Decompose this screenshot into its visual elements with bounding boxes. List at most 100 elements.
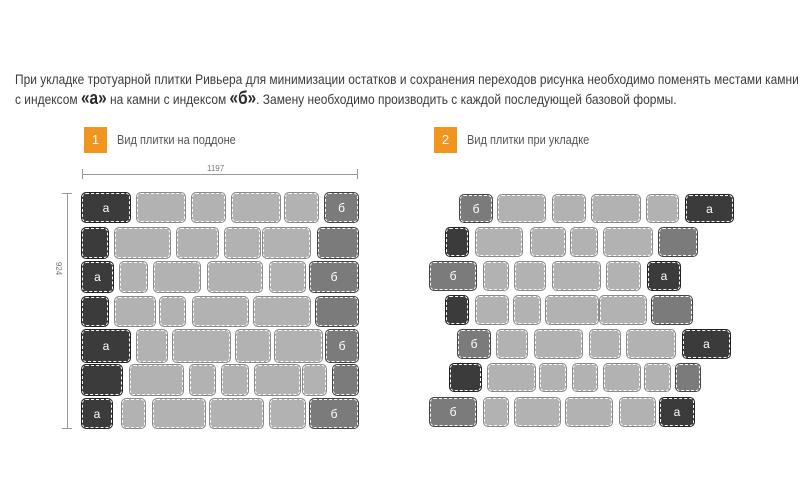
stone-light (487, 363, 536, 392)
stone-light (483, 261, 509, 291)
stone-a: а (682, 329, 731, 359)
stone-light (475, 295, 509, 325)
stone-b: б (457, 329, 491, 359)
stone-light (572, 363, 598, 392)
stone-light (514, 261, 546, 291)
stone-b: б (309, 398, 359, 429)
stone-light (284, 192, 319, 223)
stone-light (619, 397, 656, 427)
intro-text-part: с индексом (15, 91, 81, 107)
stone-light (114, 296, 156, 327)
intro-line-2: с индексом «а» на камни с индексом «б». … (15, 89, 785, 109)
stone-light (513, 295, 541, 325)
stone-dark (449, 363, 482, 392)
stone-light (539, 363, 567, 392)
stone-light (192, 296, 249, 327)
stone-light (626, 329, 676, 359)
stone-mid (675, 363, 701, 392)
dimension-tick (62, 193, 72, 194)
stone-light (153, 261, 201, 293)
intro-text-part: на камни с индексом (106, 91, 230, 107)
stone-light (207, 261, 263, 293)
stone-light (262, 227, 311, 259)
stone-light (274, 329, 323, 363)
stone-light (121, 398, 146, 429)
stone-mid (651, 295, 693, 325)
stone-light (552, 194, 586, 223)
stone-dark (445, 295, 469, 325)
stone-light (159, 296, 186, 327)
stone-light (603, 363, 641, 392)
width-dimension-line (82, 174, 358, 175)
stone-b: б (429, 397, 477, 427)
panel-caption-2: Вид плитки при укладке (467, 133, 590, 147)
stone-light (644, 363, 671, 392)
stone-mid (315, 296, 359, 327)
stone-light (603, 227, 653, 257)
stone-a: а (685, 194, 734, 223)
stone-dark (445, 227, 469, 257)
stone-light (599, 295, 647, 325)
stone-light (302, 364, 327, 396)
stone-light (152, 398, 206, 429)
stone-light (119, 261, 148, 293)
stone-light (254, 364, 301, 396)
intro-line-1: При укладке тротуарной плитки Ривьера дл… (15, 71, 799, 87)
stone-light (534, 329, 583, 359)
stone-light (191, 192, 226, 223)
dimension-tick (62, 428, 72, 429)
stone-mid (658, 227, 698, 257)
index-b: «б» (229, 88, 257, 108)
stone-a: а (81, 261, 114, 293)
stone-light (589, 329, 621, 359)
stone-light (269, 398, 306, 429)
stone-dark (81, 227, 109, 259)
stone-a: а (81, 398, 113, 429)
height-dimension-label: 924 (54, 261, 64, 276)
stone-b: б (429, 261, 477, 291)
stone-a: а (81, 329, 131, 363)
stone-light (224, 227, 261, 259)
stone-light (172, 329, 231, 363)
stone-b: б (459, 194, 493, 223)
stone-light (591, 194, 641, 223)
stone-light (129, 364, 184, 396)
width-dimension-label: 1197 (207, 164, 225, 173)
stone-light (189, 364, 216, 396)
stone-mid (317, 227, 359, 259)
panel-caption-1: Вид плитки на поддоне (117, 133, 236, 147)
stone-light (497, 194, 546, 223)
height-dimension-line (67, 193, 68, 428)
stone-light (530, 227, 566, 257)
stone-light (496, 329, 528, 359)
stone-dark (81, 296, 109, 327)
stone-dark (81, 364, 123, 396)
stone-a: а (647, 261, 681, 291)
stone-light (176, 227, 219, 259)
step-badge-2: 2 (434, 127, 457, 153)
stone-mid (332, 364, 359, 396)
stone-light (221, 364, 249, 396)
dimension-tick (82, 169, 83, 179)
stone-light (114, 227, 171, 259)
index-a: «а» (80, 88, 107, 108)
step-badge-1: 1 (84, 127, 107, 153)
stone-light (136, 192, 186, 223)
stone-light (209, 398, 264, 429)
stone-light (231, 192, 281, 223)
stone-a: а (659, 397, 695, 427)
intro-text-part: . Замену необходимо производить с каждой… (256, 91, 677, 107)
stone-light (565, 397, 613, 427)
stone-light (545, 295, 599, 325)
stone-light (136, 329, 168, 363)
dimension-tick (357, 169, 358, 179)
stone-b: б (324, 192, 359, 223)
stone-light (646, 194, 679, 223)
stone-light (606, 261, 641, 291)
stone-light (269, 261, 306, 293)
stone-a: а (81, 192, 131, 223)
stone-light (475, 227, 523, 257)
stone-light (483, 397, 509, 427)
stone-light (253, 296, 311, 327)
stone-light (235, 329, 271, 363)
